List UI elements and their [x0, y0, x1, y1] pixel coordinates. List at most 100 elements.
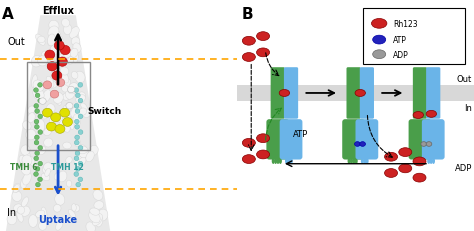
- Ellipse shape: [413, 173, 426, 182]
- Ellipse shape: [54, 42, 64, 51]
- Ellipse shape: [17, 212, 23, 222]
- Ellipse shape: [41, 52, 47, 59]
- Ellipse shape: [55, 60, 61, 70]
- Ellipse shape: [78, 177, 82, 182]
- Text: A: A: [2, 7, 14, 22]
- Ellipse shape: [355, 158, 358, 164]
- Ellipse shape: [21, 176, 28, 189]
- Ellipse shape: [427, 158, 430, 164]
- Ellipse shape: [399, 148, 412, 157]
- Ellipse shape: [37, 177, 42, 182]
- Ellipse shape: [75, 151, 80, 156]
- Ellipse shape: [63, 123, 70, 133]
- Ellipse shape: [48, 53, 55, 62]
- Ellipse shape: [242, 37, 255, 46]
- Ellipse shape: [63, 115, 72, 125]
- Ellipse shape: [81, 103, 87, 111]
- Ellipse shape: [57, 66, 66, 76]
- Ellipse shape: [36, 210, 45, 218]
- Ellipse shape: [279, 158, 282, 164]
- Ellipse shape: [55, 98, 61, 106]
- Ellipse shape: [70, 83, 77, 95]
- Ellipse shape: [47, 35, 55, 47]
- Ellipse shape: [34, 172, 38, 177]
- Ellipse shape: [76, 182, 81, 187]
- Ellipse shape: [419, 158, 422, 164]
- Ellipse shape: [29, 157, 35, 167]
- Ellipse shape: [37, 57, 47, 67]
- Ellipse shape: [21, 145, 30, 156]
- Ellipse shape: [64, 79, 70, 90]
- Ellipse shape: [35, 167, 40, 171]
- FancyBboxPatch shape: [413, 68, 427, 119]
- Ellipse shape: [54, 173, 62, 180]
- Ellipse shape: [426, 111, 437, 118]
- Ellipse shape: [41, 207, 47, 219]
- Ellipse shape: [79, 109, 87, 116]
- Ellipse shape: [47, 52, 55, 61]
- Ellipse shape: [93, 190, 103, 201]
- Ellipse shape: [38, 99, 43, 103]
- Ellipse shape: [363, 158, 366, 164]
- Ellipse shape: [37, 120, 45, 133]
- Ellipse shape: [78, 83, 82, 88]
- Ellipse shape: [373, 51, 386, 59]
- Ellipse shape: [60, 72, 69, 84]
- Ellipse shape: [56, 79, 65, 87]
- Ellipse shape: [384, 169, 398, 178]
- FancyBboxPatch shape: [426, 68, 440, 119]
- Ellipse shape: [373, 36, 386, 45]
- Ellipse shape: [36, 146, 46, 155]
- Text: TMH 6: TMH 6: [10, 162, 37, 171]
- Ellipse shape: [82, 108, 92, 118]
- Ellipse shape: [47, 62, 57, 72]
- Text: TMH 12: TMH 12: [51, 162, 84, 171]
- Ellipse shape: [75, 109, 80, 114]
- Ellipse shape: [72, 38, 80, 47]
- Ellipse shape: [72, 72, 78, 80]
- Ellipse shape: [58, 171, 67, 182]
- Ellipse shape: [27, 113, 35, 123]
- Ellipse shape: [242, 53, 255, 62]
- Ellipse shape: [20, 206, 30, 216]
- Ellipse shape: [432, 158, 435, 164]
- Ellipse shape: [44, 163, 53, 172]
- Ellipse shape: [78, 161, 83, 166]
- Ellipse shape: [28, 106, 35, 115]
- Ellipse shape: [77, 145, 88, 158]
- Ellipse shape: [75, 94, 80, 98]
- Ellipse shape: [62, 19, 70, 28]
- Ellipse shape: [73, 54, 78, 64]
- Ellipse shape: [67, 115, 77, 127]
- Ellipse shape: [70, 49, 78, 58]
- Text: In: In: [7, 207, 16, 218]
- Polygon shape: [6, 16, 110, 231]
- Ellipse shape: [49, 21, 59, 32]
- Ellipse shape: [75, 125, 80, 130]
- FancyBboxPatch shape: [266, 120, 289, 160]
- Ellipse shape: [51, 113, 61, 122]
- Ellipse shape: [74, 156, 79, 161]
- Ellipse shape: [31, 56, 42, 68]
- Ellipse shape: [78, 115, 83, 119]
- Ellipse shape: [54, 36, 63, 46]
- Ellipse shape: [66, 180, 72, 187]
- Ellipse shape: [67, 57, 73, 65]
- Ellipse shape: [287, 158, 291, 164]
- Ellipse shape: [63, 110, 72, 123]
- Ellipse shape: [28, 215, 37, 227]
- FancyBboxPatch shape: [422, 120, 445, 160]
- Ellipse shape: [12, 191, 22, 201]
- Ellipse shape: [43, 162, 51, 173]
- Ellipse shape: [97, 209, 108, 221]
- Ellipse shape: [57, 58, 67, 67]
- Ellipse shape: [355, 142, 360, 147]
- Ellipse shape: [72, 204, 76, 211]
- Ellipse shape: [35, 125, 39, 130]
- Bar: [237, 85, 474, 102]
- Ellipse shape: [52, 40, 60, 48]
- Ellipse shape: [60, 120, 67, 128]
- Ellipse shape: [74, 140, 81, 147]
- Ellipse shape: [35, 94, 40, 98]
- FancyBboxPatch shape: [342, 120, 365, 160]
